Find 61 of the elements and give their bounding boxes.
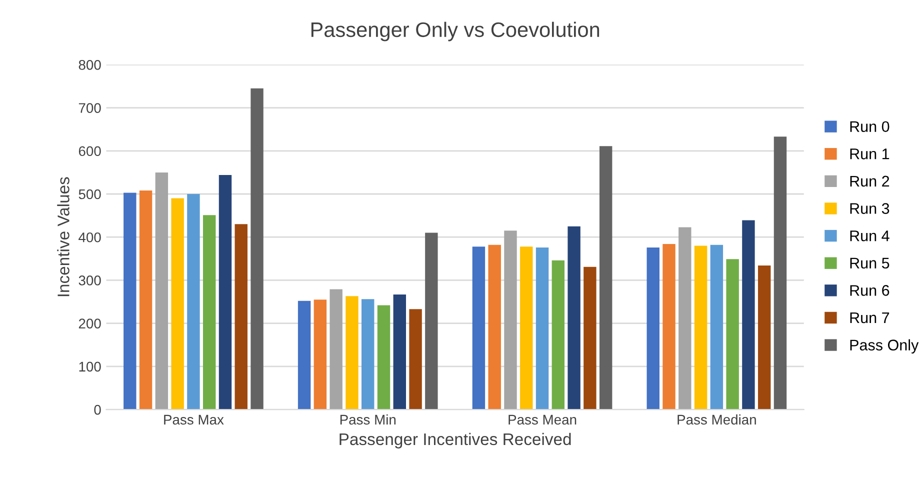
bar [520, 246, 533, 410]
bar [187, 194, 200, 410]
bar [536, 247, 549, 410]
bar [694, 246, 708, 410]
legend-label: Run 1 [850, 148, 890, 160]
bar [250, 88, 264, 410]
bar [377, 305, 390, 410]
bar [742, 220, 755, 410]
bar [646, 247, 660, 410]
legend-label: Run 5 [850, 258, 890, 269]
legend-label: Run 0 [850, 121, 890, 132]
bar [568, 226, 580, 410]
bar [774, 136, 787, 410]
y-tick-label: 400 [78, 232, 101, 242]
x-axis-title: Passenger Incentives Received [340, 432, 571, 448]
chart-title: Passenger Only vs Coevolution [311, 22, 600, 42]
y-axis-title: Incentive Values [57, 177, 70, 296]
bar [155, 172, 168, 410]
legend-label: Run 7 [850, 312, 890, 324]
y-tick-label: 600 [78, 146, 101, 156]
bar [409, 309, 422, 410]
y-tick-label: 200 [78, 318, 101, 328]
bar [758, 266, 771, 410]
bar [218, 175, 232, 410]
bar [662, 244, 676, 410]
bar [678, 227, 692, 410]
x-tick-label: Pass Max [164, 414, 224, 425]
y-tick-label: 500 [78, 189, 101, 200]
bar [314, 300, 327, 410]
y-tick-label: 100 [79, 362, 101, 372]
bar [362, 299, 374, 410]
bar [726, 259, 739, 410]
bar [234, 224, 248, 410]
bar [171, 198, 184, 410]
y-tick-label: 800 [78, 60, 101, 70]
legend-label: Run 6 [850, 285, 890, 296]
legend-label: Run 2 [850, 176, 890, 187]
bar [552, 260, 565, 410]
bar [710, 244, 724, 410]
legend-label: Pass Only [850, 339, 919, 354]
legend-label: Run 4 [850, 230, 890, 242]
x-tick-label: Pass Min [340, 414, 396, 425]
bar [330, 289, 342, 410]
bar [346, 296, 358, 410]
y-tick-label: 700 [78, 103, 101, 113]
bar [124, 192, 136, 410]
bar [599, 146, 612, 410]
bar [584, 266, 596, 410]
bar [488, 244, 501, 410]
bar [393, 294, 406, 410]
x-tick-label: Pass Mean [508, 414, 576, 425]
y-tick-label: 0 [94, 404, 101, 415]
x-tick-label: Pass Median [678, 414, 756, 425]
bar [504, 230, 517, 410]
bar [425, 232, 438, 410]
legend-label: Run 3 [850, 203, 890, 214]
bar [202, 215, 216, 410]
bar [298, 300, 311, 410]
bar [472, 246, 486, 410]
bar [139, 190, 152, 410]
y-tick-label: 300 [78, 276, 101, 286]
